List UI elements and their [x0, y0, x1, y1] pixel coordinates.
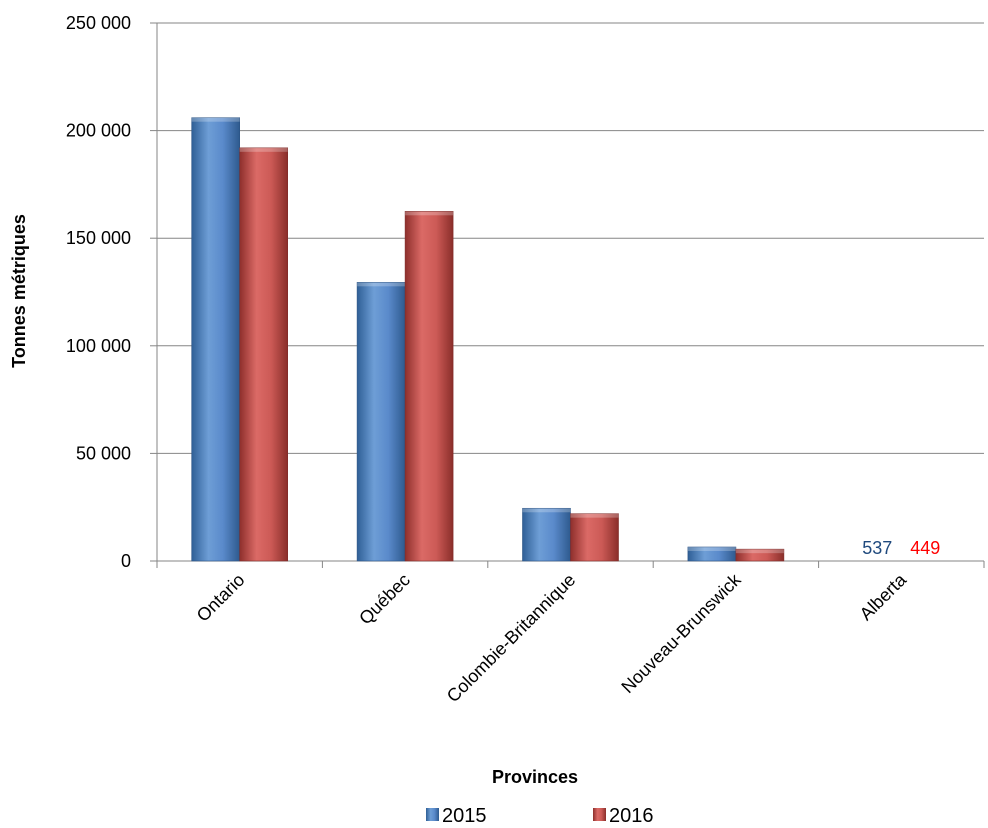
bar-highlight — [688, 547, 736, 551]
y-tick-label: 250 000 — [66, 13, 131, 33]
y-axis-title: Tonnes métriques — [9, 214, 29, 368]
bar-highlight — [736, 549, 784, 553]
x-tick-label-quebec: Québec — [355, 570, 414, 629]
x-tick-label-ontario: Ontario — [193, 570, 249, 626]
bar-ontario-2015 — [192, 118, 240, 561]
legend-label-2016: 2016 — [609, 805, 654, 827]
bar-highlight — [357, 282, 405, 286]
y-tick-label: 150 000 — [66, 228, 131, 248]
bar-colombie-britannique-2016 — [571, 514, 619, 561]
bar-colombie-britannique-2015 — [523, 508, 571, 561]
x-tick-label-alberta: Alberta — [856, 569, 911, 624]
bar-ontario-2016 — [240, 148, 288, 561]
x-axis-title: Provinces — [492, 767, 578, 787]
bars — [192, 118, 784, 561]
y-tick-label: 50 000 — [76, 443, 131, 463]
legend-item-2016: 2016 — [593, 805, 654, 827]
data-labels: 537 449 — [862, 538, 940, 558]
bar-highlight — [405, 211, 453, 215]
bar-highlight — [240, 148, 288, 152]
legend: 2015 2016 — [426, 805, 654, 827]
bar-quebec-2015 — [357, 282, 405, 561]
legend-swatch-2016 — [593, 808, 606, 821]
bar-quebec-2016 — [405, 211, 453, 561]
legend-label-2015: 2015 — [442, 805, 487, 827]
bar-highlight — [523, 508, 571, 512]
bar-highlight — [192, 118, 240, 122]
x-category-labels: Ontario Québec Colombie-Britannique Nouveau… — [193, 569, 911, 706]
y-tick-label: 200 000 — [66, 121, 131, 141]
x-tick-label-colombie-britannique: Colombie-Britannique — [443, 570, 580, 707]
legend-swatch-2015 — [426, 808, 439, 821]
bar-highlight — [571, 514, 619, 518]
legend-item-2015: 2015 — [426, 805, 487, 827]
y-tick-label: 100 000 — [66, 336, 131, 356]
y-tick-label: 0 — [121, 551, 131, 571]
x-tick-label-nouveau-brunswick: Nouveau-Brunswick — [617, 569, 745, 697]
y-tick-labels: 0 50 000 100 000 150 000 200 000 250 000 — [66, 13, 131, 571]
data-label-alberta-2015: 537 — [862, 538, 892, 558]
data-label-alberta-2016: 449 — [910, 538, 940, 558]
